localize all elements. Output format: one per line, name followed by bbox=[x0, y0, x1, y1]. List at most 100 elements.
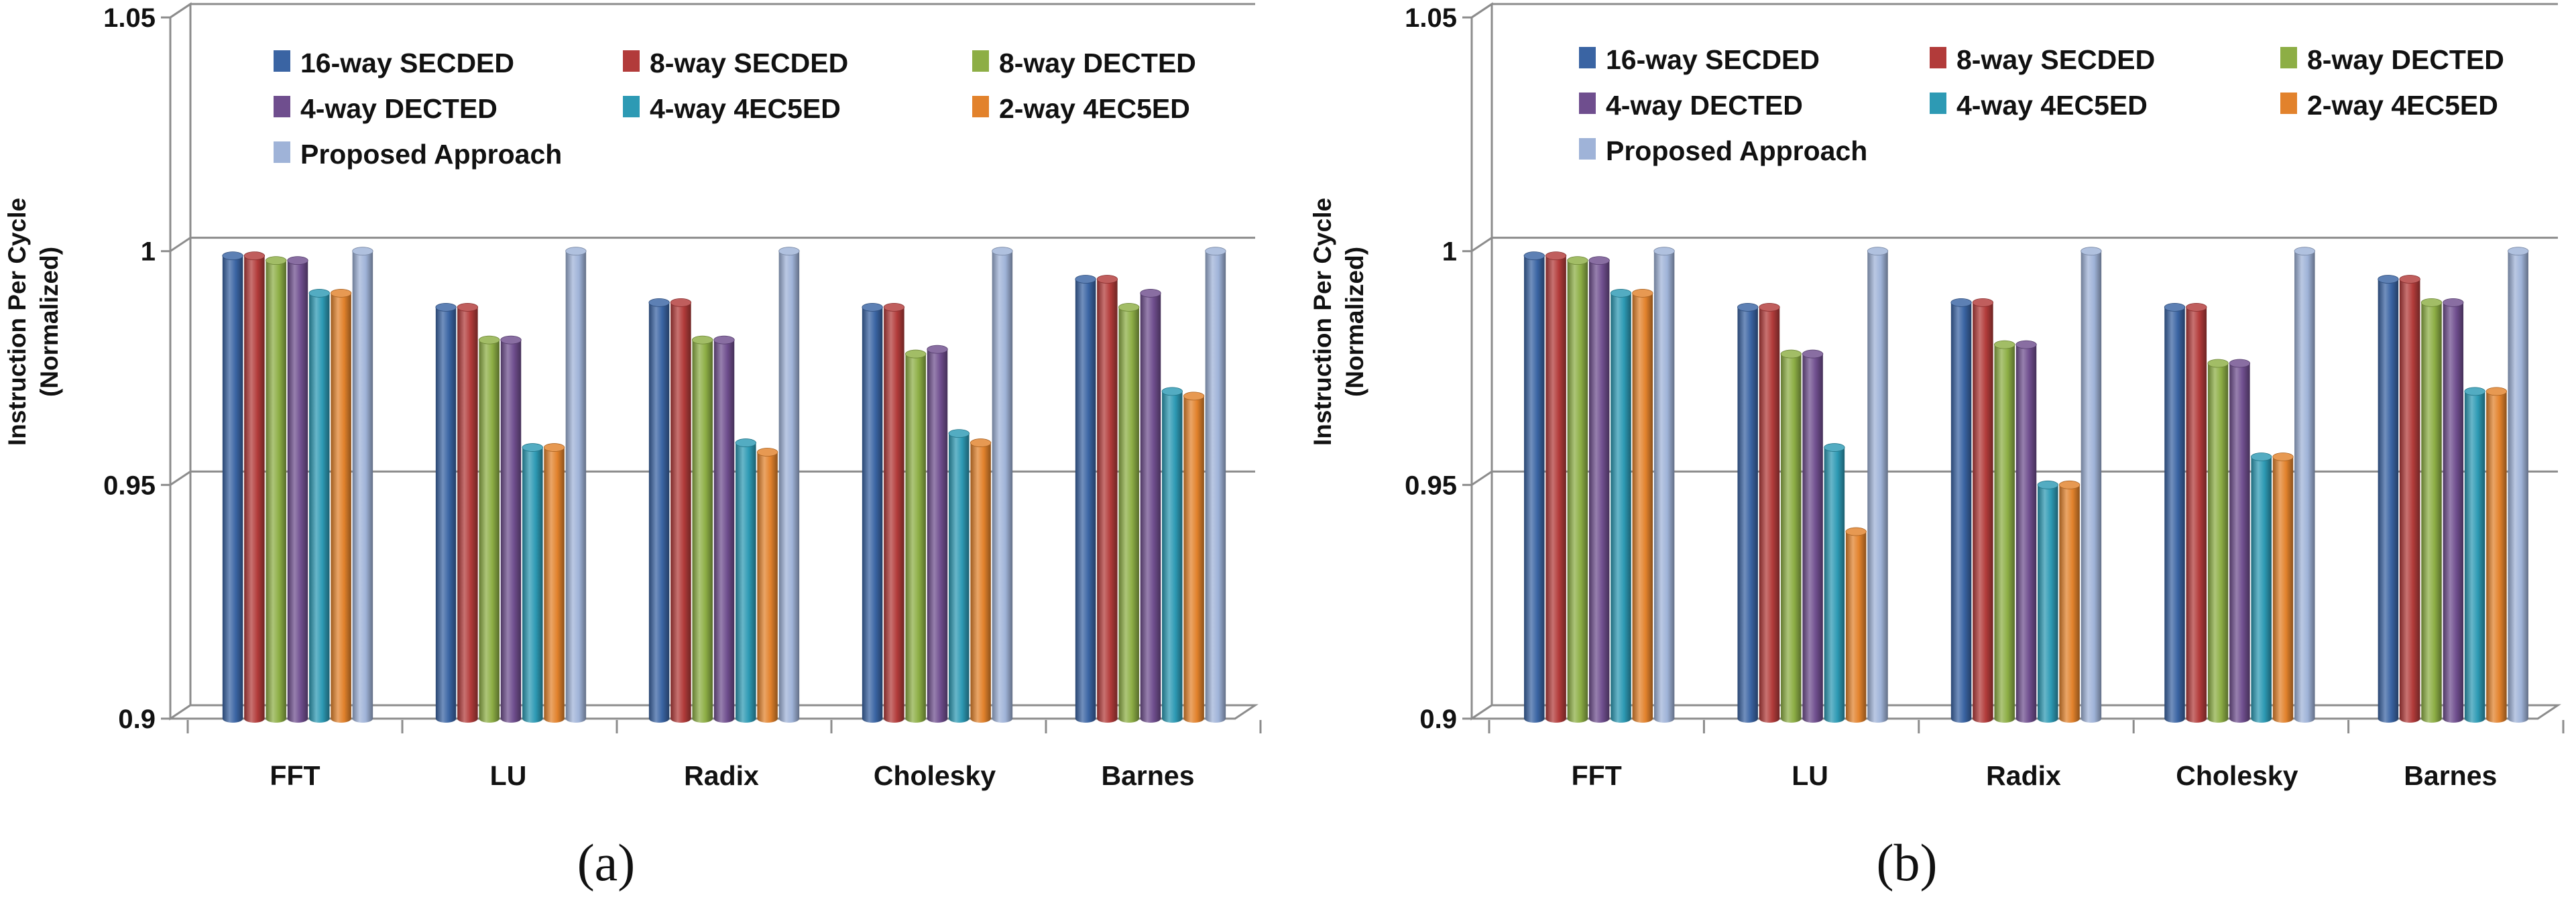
bar-body bbox=[266, 260, 286, 723]
bar-body bbox=[244, 255, 265, 723]
legend: 16-way SECDED 8-way SECDED 8-way DECTED 4-w… bbox=[1579, 44, 2504, 166]
bar-lu-proposed-approach bbox=[1867, 247, 1889, 723]
bar-top bbox=[2464, 387, 2485, 396]
bar-fft-8-way-secded bbox=[243, 251, 266, 723]
bar-body bbox=[1845, 532, 1867, 723]
legend-item-4-way-dected: 4-way DECTED bbox=[1579, 90, 1803, 121]
y-tick-label: 0.9 bbox=[1419, 705, 1457, 734]
y-axis-title-line-2: (Normalized) bbox=[36, 247, 63, 397]
bar-top bbox=[2420, 298, 2443, 307]
bar-body bbox=[2486, 391, 2507, 723]
bar-body bbox=[352, 251, 373, 723]
bar-body bbox=[1737, 307, 1758, 723]
bar-body bbox=[2038, 485, 2058, 723]
bar-body bbox=[692, 340, 713, 723]
bar-radix-proposed-approach bbox=[2081, 247, 2102, 723]
bar-body bbox=[648, 302, 670, 723]
legend-label: 8-way SECDED bbox=[650, 48, 848, 78]
bar-top bbox=[1588, 256, 1610, 265]
bar-top bbox=[1523, 251, 1545, 261]
y-tick-label: 0.9 bbox=[118, 705, 156, 734]
bar-lu-16-way-secded bbox=[1737, 302, 1759, 723]
bar-body bbox=[1183, 396, 1204, 723]
legend-swatch bbox=[2280, 47, 2297, 68]
bar-body bbox=[2508, 251, 2528, 723]
bar-body bbox=[2251, 457, 2272, 723]
legend-label: 4-way DECTED bbox=[1606, 90, 1803, 121]
legend-label: 8-way DECTED bbox=[999, 48, 1196, 78]
bar-top bbox=[2294, 247, 2315, 256]
x-tick-label-barnes: Barnes bbox=[2404, 760, 2497, 791]
x-tick-label-cholesky: Cholesky bbox=[2176, 760, 2298, 791]
bar-radix-proposed-approach bbox=[778, 247, 800, 723]
bar-lu-8-way-secded bbox=[1759, 302, 1780, 723]
bar-radix-8-way-secded bbox=[1972, 298, 1994, 723]
bar-radix-8-way-secded bbox=[670, 298, 692, 723]
bar-fft-16-way-secded bbox=[222, 251, 243, 723]
bar-fft-proposed-approach bbox=[352, 247, 373, 723]
legend-item-16-way-secded: 16-way SECDED bbox=[1579, 44, 1820, 75]
x-tick-label-radix: Radix bbox=[1986, 760, 2061, 791]
bar-body bbox=[2059, 485, 2080, 723]
x-tick-label-lu: LU bbox=[490, 760, 527, 791]
legend-item-proposed-approach: Proposed Approach bbox=[274, 139, 562, 170]
bar-fft-8-way-dected bbox=[1567, 256, 1588, 723]
bar-top bbox=[2164, 302, 2186, 312]
bar-cholesky-2-way-4ec5ed bbox=[2272, 453, 2294, 723]
bar-top bbox=[1653, 247, 1675, 256]
bar-body bbox=[1611, 293, 1631, 723]
bar-fft-4-way-dected bbox=[287, 256, 308, 723]
bar-body bbox=[565, 251, 587, 723]
bar-body bbox=[2081, 251, 2102, 723]
bar-body bbox=[1545, 255, 1566, 723]
bar-top bbox=[479, 335, 500, 345]
bar-top bbox=[1610, 289, 1632, 298]
legend-label: 16-way SECDED bbox=[1606, 44, 1820, 75]
bar-body bbox=[544, 447, 565, 723]
bar-top bbox=[457, 302, 479, 312]
bar-lu-16-way-secded bbox=[435, 302, 457, 723]
bar-body bbox=[1118, 307, 1139, 723]
bar-barnes-4-way-4ec5ed bbox=[2464, 387, 2485, 723]
legend-swatch bbox=[274, 50, 290, 72]
x-tick-label-radix: Radix bbox=[684, 760, 759, 791]
bar-body bbox=[1994, 345, 2015, 723]
panel-label-b: (b) bbox=[1877, 833, 1938, 892]
bar-radix-8-way-dected bbox=[692, 335, 713, 723]
legend-swatch bbox=[1579, 93, 1596, 114]
gridline bbox=[1471, 3, 2558, 19]
bar-fft-4-way-4ec5ed bbox=[308, 289, 330, 723]
bar-body bbox=[1759, 307, 1780, 723]
bar-top bbox=[648, 298, 670, 307]
bar-cholesky-8-way-secded bbox=[2186, 302, 2207, 723]
bar-cholesky-16-way-secded bbox=[862, 302, 883, 723]
y-axis-title-line-1: Instruction Per Cycle bbox=[1309, 198, 1336, 446]
x-tick-label-cholesky: Cholesky bbox=[874, 760, 996, 791]
bar-top bbox=[1096, 275, 1118, 284]
bar-lu-proposed-approach bbox=[565, 247, 587, 723]
bar-barnes-8-way-dected bbox=[2420, 298, 2443, 723]
bar-body bbox=[2378, 279, 2399, 723]
bar-barnes-16-way-secded bbox=[1075, 275, 1096, 723]
bar-body bbox=[927, 349, 948, 723]
bar-top bbox=[970, 438, 992, 447]
bar-top bbox=[1950, 298, 1972, 307]
bar-top bbox=[2378, 275, 2399, 284]
bar-top bbox=[862, 302, 883, 312]
bar-top bbox=[883, 302, 905, 312]
bar-body bbox=[309, 293, 330, 723]
bar-barnes-4-way-4ec5ed bbox=[1161, 387, 1183, 723]
bar-cholesky-8-way-dected bbox=[905, 349, 927, 723]
bar-body bbox=[1524, 255, 1545, 723]
legend-label: 4-way 4EC5ED bbox=[1956, 90, 2148, 121]
bar-barnes-8-way-secded bbox=[1096, 275, 1118, 723]
bar-top bbox=[435, 302, 457, 312]
bar-cholesky-4-way-4ec5ed bbox=[2251, 453, 2272, 723]
bar-barnes-2-way-4ec5ed bbox=[1183, 392, 1205, 723]
legend-label: Proposed Approach bbox=[1606, 135, 1867, 166]
bar-top bbox=[692, 335, 713, 345]
legend-label: 2-way 4EC5ED bbox=[2307, 90, 2498, 121]
x-tick-label-fft: FFT bbox=[1572, 760, 1622, 791]
bar-body bbox=[1097, 279, 1118, 723]
